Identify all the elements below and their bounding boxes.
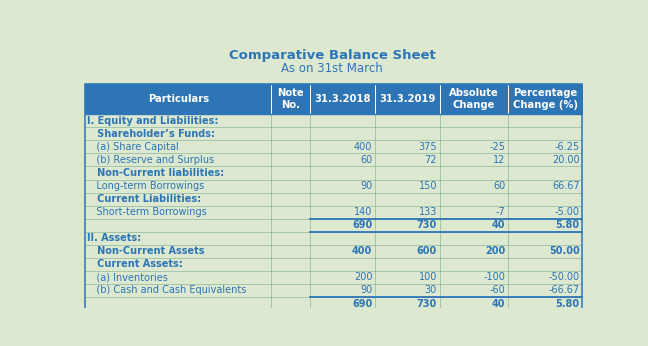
Text: Non-Current liabilities:: Non-Current liabilities: [87,168,224,178]
Text: Absolute
Change: Absolute Change [449,88,499,110]
Text: 5.80: 5.80 [555,299,580,309]
Bar [85,84,582,114]
Text: Percentage
Change (%): Percentage Change (%) [513,88,577,110]
Text: II. Assets:: II. Assets: [87,233,141,243]
Text: 20.00: 20.00 [552,155,580,165]
Text: 72: 72 [424,155,437,165]
Text: 40: 40 [492,220,505,230]
Text: 30: 30 [424,285,437,295]
Text: Note
No.: Note No. [277,88,304,110]
Bar [85,84,582,310]
Text: Current Liabilities:: Current Liabilities: [87,194,201,204]
Text: 31.3.2019: 31.3.2019 [379,94,435,104]
Text: I. Equity and Liabilities:: I. Equity and Liabilities: [87,116,218,126]
Text: -50.00: -50.00 [549,272,580,282]
Text: 200: 200 [354,272,373,282]
Text: 50.00: 50.00 [549,246,580,256]
Text: -5.00: -5.00 [555,207,580,217]
Bar [85,232,582,245]
Bar [85,84,582,114]
Text: Current Assets:: Current Assets: [87,260,183,270]
Text: 31.3.2018: 31.3.2018 [314,94,371,104]
Text: 600: 600 [417,246,437,256]
Text: -66.67: -66.67 [549,285,580,295]
Bar [85,245,582,258]
Text: 40: 40 [492,299,505,309]
Bar [85,140,582,153]
Text: Comparative Balance Sheet: Comparative Balance Sheet [229,49,435,62]
Bar [85,206,582,219]
Text: 730: 730 [417,299,437,309]
Text: 400: 400 [352,246,373,256]
Bar [85,193,582,206]
Text: 90: 90 [360,181,373,191]
Bar [85,153,582,166]
Text: 730: 730 [417,220,437,230]
Text: -25: -25 [490,142,505,152]
Text: 60: 60 [493,181,505,191]
Text: 5.80: 5.80 [555,220,580,230]
Text: 66.67: 66.67 [552,181,580,191]
Text: 90: 90 [360,285,373,295]
Text: Particulars: Particulars [148,94,209,104]
Text: 400: 400 [354,142,373,152]
Text: (a) Inventories: (a) Inventories [87,272,168,282]
Bar [85,284,582,297]
Bar [85,114,582,127]
Bar [85,219,582,232]
Text: 375: 375 [419,142,437,152]
Text: 690: 690 [352,220,373,230]
Text: Non-Current Assets: Non-Current Assets [87,246,205,256]
Text: 140: 140 [354,207,373,217]
Text: As on 31st March: As on 31st March [281,62,383,74]
Text: Shareholder’s Funds:: Shareholder’s Funds: [87,129,215,139]
Text: -100: -100 [483,272,505,282]
Text: -60: -60 [490,285,505,295]
Bar [85,297,582,310]
Text: (b) Cash and Cash Equivalents: (b) Cash and Cash Equivalents [87,285,246,295]
Text: (b) Reserve and Surplus: (b) Reserve and Surplus [87,155,214,165]
Text: (a) Share Capital: (a) Share Capital [87,142,179,152]
Text: 100: 100 [419,272,437,282]
Bar [85,271,582,284]
Text: 133: 133 [419,207,437,217]
Text: -7: -7 [496,207,505,217]
Bar [85,166,582,180]
Text: 200: 200 [485,246,505,256]
Text: Short-term Borrowings: Short-term Borrowings [87,207,207,217]
Text: 690: 690 [352,299,373,309]
Text: 60: 60 [360,155,373,165]
Bar [85,127,582,140]
Bar [85,180,582,193]
Text: 150: 150 [419,181,437,191]
Text: Long-term Borrowings: Long-term Borrowings [87,181,204,191]
Text: 12: 12 [493,155,505,165]
Text: -6.25: -6.25 [555,142,580,152]
Bar [85,258,582,271]
